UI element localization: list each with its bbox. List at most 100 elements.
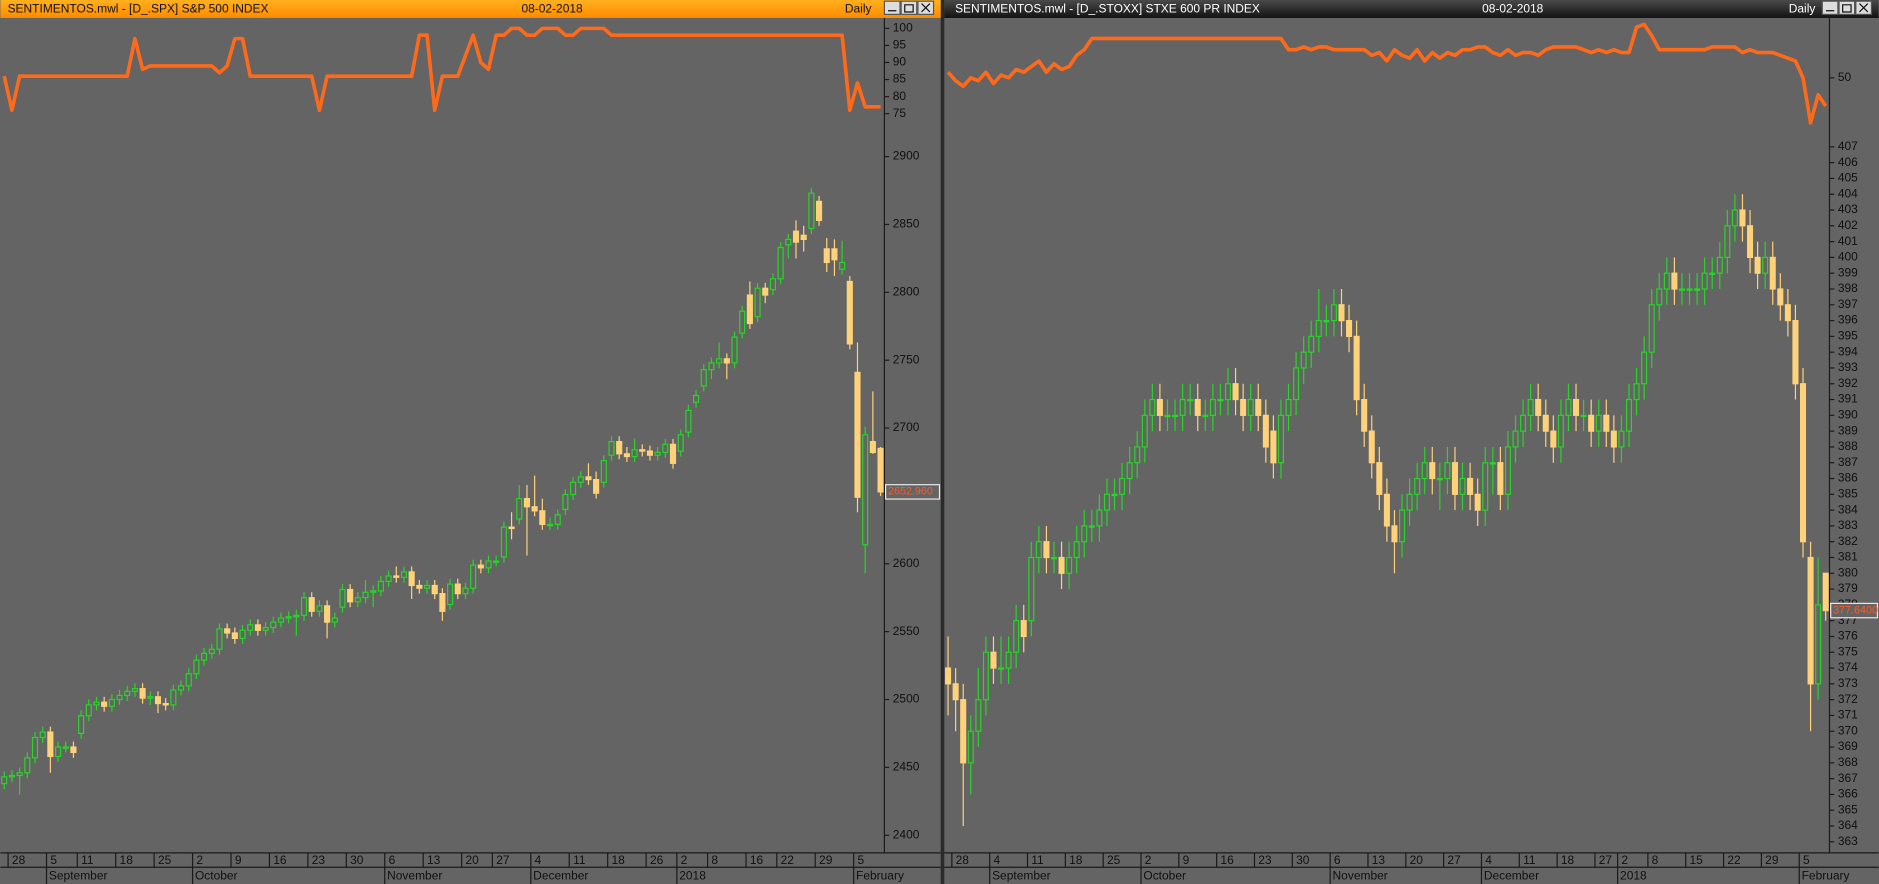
candle-body xyxy=(593,479,600,494)
candle-body xyxy=(1073,541,1080,559)
x-tick-label: 16 xyxy=(750,853,764,867)
candle-body xyxy=(808,192,815,230)
x-tick-label: 27 xyxy=(1447,853,1461,867)
candle-body xyxy=(616,441,623,455)
candle-body xyxy=(982,651,989,701)
x-tick-label: 11 xyxy=(81,853,94,867)
y-tick-label: 372 xyxy=(1838,692,1858,706)
candle-body xyxy=(723,358,730,364)
candle-body xyxy=(24,757,31,774)
x-tick-label: 25 xyxy=(158,853,172,867)
candle-body xyxy=(831,248,838,261)
candle-body xyxy=(1671,272,1678,290)
candle-body xyxy=(1406,493,1413,511)
x-tick-label: 23 xyxy=(312,853,326,867)
candle-body xyxy=(1588,414,1595,432)
candle-body xyxy=(1625,398,1633,432)
window-title: SENTIMENTOS.mwl - [D_.STOXX] STXE 600 PR… xyxy=(955,2,1260,16)
candle-body xyxy=(54,746,62,758)
candle-body xyxy=(1149,398,1156,416)
candle-body xyxy=(324,605,331,623)
candle-body xyxy=(1247,398,1254,416)
x-tick-label: 5 xyxy=(50,853,57,867)
candle-body xyxy=(746,294,753,325)
candle-body xyxy=(877,447,884,493)
x-tick-label: 4 xyxy=(993,853,1000,867)
candle-body xyxy=(754,287,761,318)
y-tick-label: 95 xyxy=(893,38,907,52)
candle-body xyxy=(1353,335,1360,401)
candle-body xyxy=(1542,414,1549,432)
candle-body xyxy=(408,571,415,587)
x-tick-label: 29 xyxy=(1765,853,1779,867)
candle-body xyxy=(577,476,584,483)
candle-body xyxy=(554,514,561,526)
y-tick-label: 407 xyxy=(1838,139,1858,153)
candle-body xyxy=(1300,351,1307,369)
x-tick-label: 11 xyxy=(573,853,586,867)
month-label: 2018 xyxy=(679,868,706,882)
month-label: December xyxy=(533,868,588,882)
candle-body xyxy=(654,451,661,456)
candle-body xyxy=(47,731,54,758)
candle-body xyxy=(224,628,231,634)
candle-body xyxy=(1346,319,1353,337)
candle-body xyxy=(677,434,684,452)
candle-body xyxy=(462,587,469,595)
candle-body xyxy=(1277,414,1284,464)
x-tick-label: 18 xyxy=(120,853,134,867)
y-tick-label: 381 xyxy=(1838,550,1858,564)
month-label: October xyxy=(1143,868,1186,882)
y-tick-label: 2550 xyxy=(893,624,920,638)
y-tick-label: 397 xyxy=(1838,297,1858,311)
y-tick-label: 366 xyxy=(1838,787,1858,801)
candle-body xyxy=(339,588,346,608)
candle-body xyxy=(693,394,700,403)
month-label: February xyxy=(856,868,904,882)
window-date: 08-02-2018 xyxy=(1482,2,1544,16)
candle-body xyxy=(131,688,138,692)
candle-body xyxy=(1285,398,1292,416)
x-tick-label: 8 xyxy=(711,853,718,867)
candle-body xyxy=(669,443,677,464)
candle-body xyxy=(1126,462,1133,480)
y-tick-label: 2500 xyxy=(893,692,920,706)
minimize-button[interactable] xyxy=(883,0,901,15)
y-tick-label: 384 xyxy=(1838,502,1858,516)
candle-body xyxy=(485,560,492,569)
x-tick-label: 2 xyxy=(1145,853,1152,867)
y-tick-label: 382 xyxy=(1838,534,1858,548)
minimize-button[interactable] xyxy=(1821,0,1839,15)
x-tick-label: 15 xyxy=(1690,853,1704,867)
title-bar xyxy=(0,0,941,18)
candle-body xyxy=(792,230,800,243)
x-tick-label: 25 xyxy=(1107,853,1121,867)
y-tick-label: 2750 xyxy=(893,352,920,366)
candle-body xyxy=(685,409,692,433)
candle-body xyxy=(1459,477,1466,495)
candle-body xyxy=(493,560,500,563)
window-divider xyxy=(940,0,945,884)
y-tick-label: 365 xyxy=(1838,802,1858,816)
candle-body xyxy=(1731,209,1738,227)
x-tick-label: 29 xyxy=(819,853,833,867)
candle-body xyxy=(370,590,377,593)
candle-body xyxy=(952,683,959,701)
candle-body xyxy=(516,498,523,520)
candle-body xyxy=(1573,398,1580,416)
candle-body xyxy=(1709,272,1716,275)
y-tick-label: 406 xyxy=(1838,155,1858,169)
candle-body xyxy=(662,443,669,454)
candle-body xyxy=(508,526,515,530)
candle-body xyxy=(1815,604,1822,685)
candle-body xyxy=(700,369,707,387)
window-period: Daily xyxy=(845,2,872,16)
candle-body xyxy=(1610,430,1617,448)
candle-body xyxy=(1769,256,1776,290)
x-tick-label: 13 xyxy=(1372,853,1386,867)
candle-body xyxy=(800,234,807,240)
x-tick-label: 2 xyxy=(196,853,203,867)
candle-body xyxy=(716,358,723,364)
candle-body xyxy=(1436,477,1443,481)
candle-body xyxy=(116,694,123,701)
